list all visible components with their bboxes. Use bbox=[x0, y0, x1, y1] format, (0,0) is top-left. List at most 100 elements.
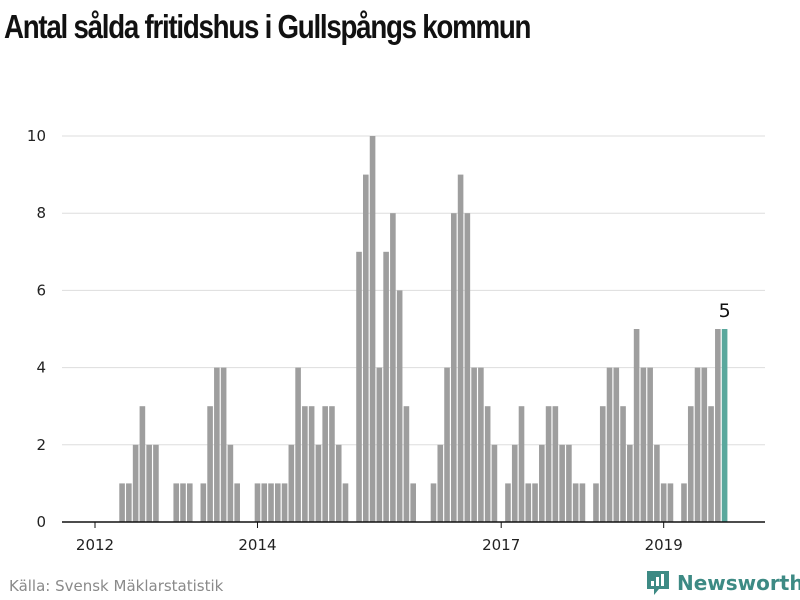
bar bbox=[478, 367, 484, 522]
bar bbox=[708, 406, 714, 522]
bar bbox=[566, 444, 572, 522]
bar bbox=[220, 367, 227, 522]
x-tick-label: 2014 bbox=[238, 536, 276, 554]
brand-logo: Newsworthy bbox=[645, 568, 800, 598]
bar bbox=[654, 444, 660, 522]
bar bbox=[620, 406, 626, 522]
x-tick-label: 2019 bbox=[645, 536, 683, 554]
bar bbox=[701, 367, 708, 522]
bar bbox=[572, 483, 579, 522]
bar bbox=[687, 406, 694, 522]
bars bbox=[119, 136, 728, 523]
bar bbox=[342, 483, 349, 522]
bar bbox=[146, 444, 152, 522]
bar bbox=[647, 367, 653, 522]
bar bbox=[308, 406, 315, 522]
bar bbox=[471, 367, 477, 522]
bar bbox=[274, 483, 281, 522]
bar bbox=[268, 483, 274, 522]
bar bbox=[234, 483, 240, 522]
bar bbox=[186, 483, 193, 522]
y-tick-label: 8 bbox=[36, 204, 46, 222]
bar bbox=[559, 444, 565, 522]
bar bbox=[715, 329, 721, 522]
newsworthy-logo-icon bbox=[647, 571, 669, 595]
highlighted-bar bbox=[721, 329, 728, 522]
x-axis: 2012 2014 2017 2019 bbox=[62, 521, 765, 554]
bar bbox=[437, 444, 444, 522]
bar bbox=[593, 483, 599, 522]
bar bbox=[552, 406, 559, 522]
y-tick-label: 0 bbox=[36, 513, 46, 531]
bar bbox=[214, 367, 220, 522]
bar bbox=[315, 444, 322, 522]
bar bbox=[288, 444, 295, 522]
bar bbox=[667, 483, 674, 522]
bar bbox=[525, 483, 532, 522]
bar bbox=[200, 483, 207, 522]
bar bbox=[302, 406, 308, 522]
bar bbox=[532, 483, 538, 522]
bar bbox=[464, 213, 471, 522]
bar bbox=[363, 174, 369, 522]
bar bbox=[126, 483, 132, 522]
bar bbox=[444, 367, 450, 522]
bar bbox=[606, 367, 613, 522]
bar bbox=[207, 406, 213, 522]
highlight-value-label: 5 bbox=[719, 300, 731, 322]
y-tick-label: 4 bbox=[36, 359, 46, 377]
bar bbox=[640, 367, 647, 522]
bar bbox=[545, 406, 552, 522]
y-tick-label: 10 bbox=[27, 127, 46, 145]
bar bbox=[451, 213, 457, 522]
bar bbox=[173, 483, 180, 522]
bar bbox=[295, 367, 301, 522]
y-axis-tick-labels: 0 2 4 6 8 10 bbox=[27, 127, 46, 531]
bar bbox=[335, 444, 342, 522]
bar bbox=[660, 483, 667, 522]
bar bbox=[329, 406, 335, 522]
bar bbox=[627, 444, 633, 522]
source-note: Källa: Svensk Mäklarstatistik bbox=[9, 577, 224, 595]
bar bbox=[180, 483, 186, 522]
bar bbox=[613, 367, 620, 522]
bar bbox=[261, 483, 268, 522]
bar bbox=[539, 444, 545, 522]
bar bbox=[281, 483, 288, 522]
bar bbox=[430, 483, 437, 522]
bar bbox=[254, 483, 261, 522]
gridlines bbox=[62, 135, 765, 446]
bar bbox=[132, 444, 139, 522]
bar bbox=[681, 483, 687, 522]
bar bbox=[484, 406, 491, 522]
bar bbox=[505, 483, 511, 522]
bar bbox=[579, 483, 586, 522]
bar bbox=[153, 444, 159, 522]
brand-name: Newsworthy bbox=[677, 571, 800, 595]
y-tick-label: 6 bbox=[36, 281, 46, 299]
annotations: 5 bbox=[719, 300, 731, 322]
bar bbox=[356, 251, 362, 523]
bar bbox=[369, 136, 376, 522]
bar bbox=[403, 406, 410, 522]
bar bbox=[227, 444, 234, 522]
bar bbox=[599, 406, 606, 522]
bar bbox=[322, 406, 328, 522]
bar bbox=[376, 367, 383, 522]
x-tick-label: 2017 bbox=[482, 536, 520, 554]
bar bbox=[396, 290, 403, 522]
bar bbox=[457, 174, 464, 522]
bar bbox=[633, 329, 640, 522]
bar bbox=[383, 251, 389, 523]
x-tick-label: 2012 bbox=[76, 536, 114, 554]
bar bbox=[139, 406, 146, 522]
bar bbox=[694, 367, 701, 522]
chart-title: Antal sålda fritidshus i Gullspångs komm… bbox=[4, 8, 531, 45]
bar bbox=[119, 483, 125, 522]
bar bbox=[511, 444, 518, 522]
bar bbox=[390, 213, 396, 522]
bar bbox=[410, 483, 416, 522]
bar bbox=[491, 444, 498, 522]
bar bbox=[518, 406, 525, 522]
